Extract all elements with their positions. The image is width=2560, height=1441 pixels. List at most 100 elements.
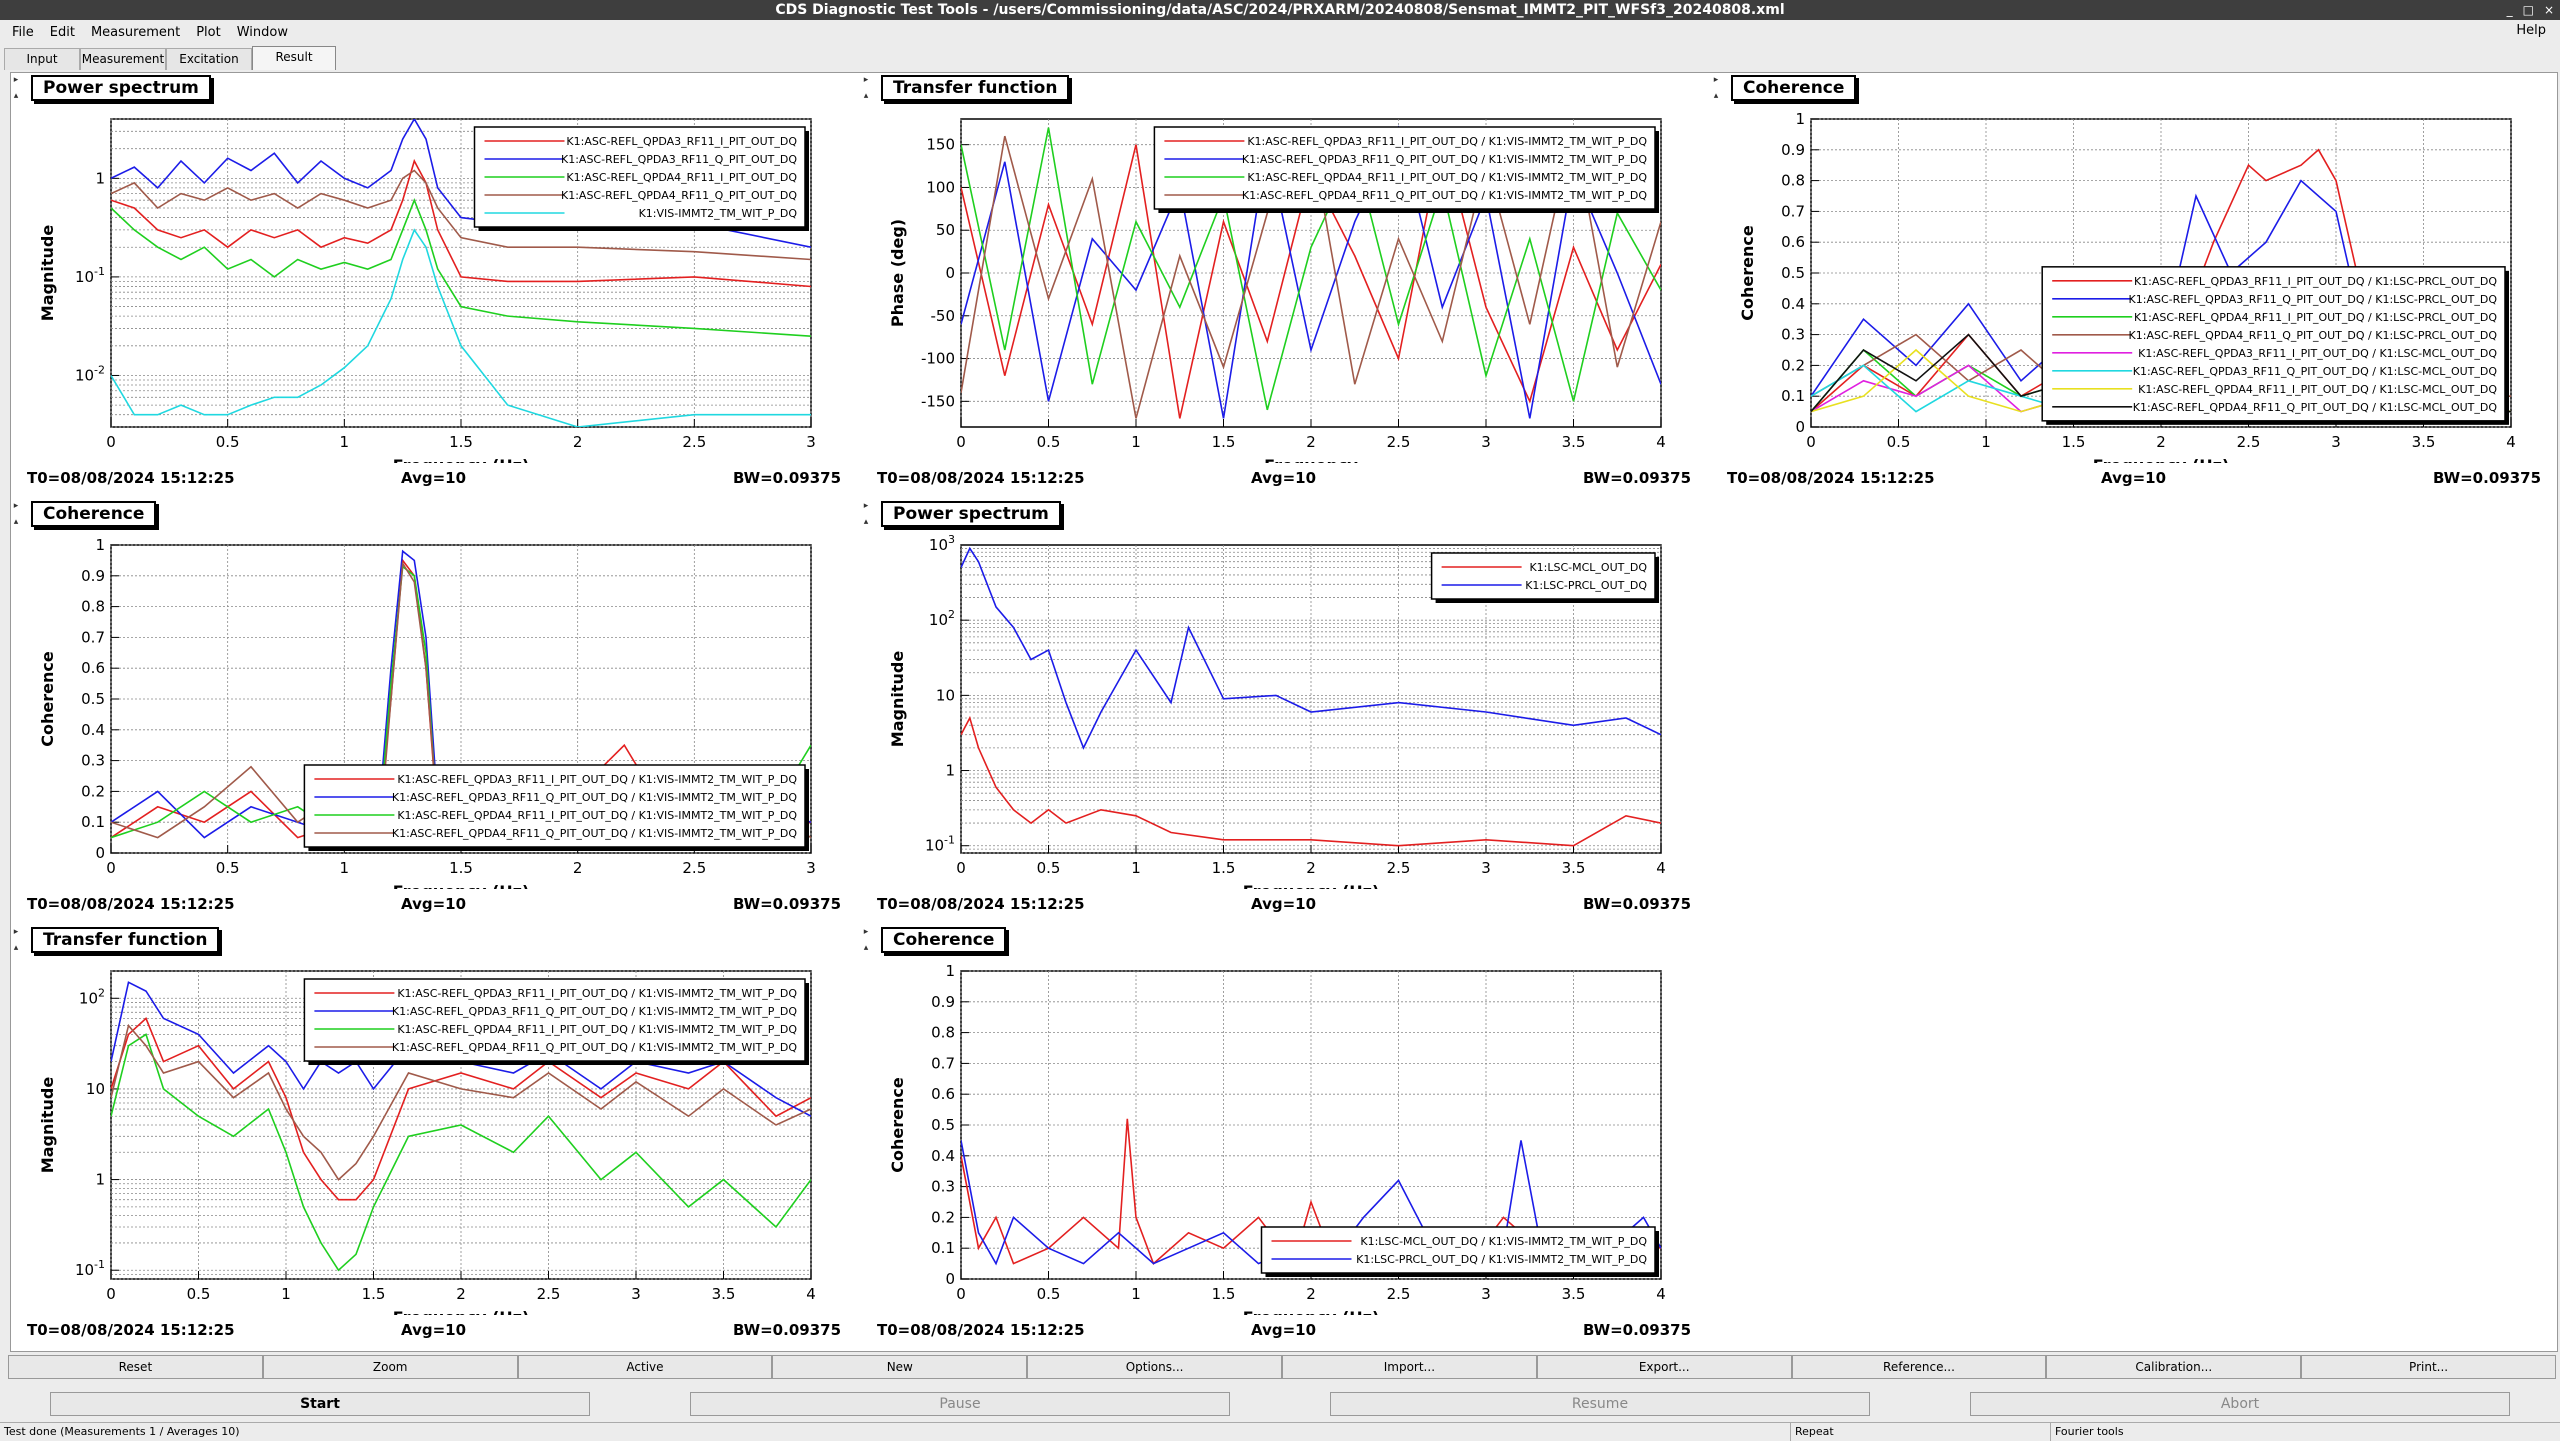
plot-panel-4[interactable]: ▸ ▴ Coherence 0 0.5 1 1.5 2 2.5 3 0 0.1 0.2 0.3 0.4 0.5… — [11, 499, 851, 919]
tab-measurement[interactable]: Measurement — [80, 48, 166, 70]
x-tick-label: 1.5 — [2062, 433, 2086, 451]
reference-button[interactable]: Reference... — [1791, 1355, 2047, 1379]
maximize-icon[interactable]: □ — [2522, 3, 2534, 17]
menu-window[interactable]: Window — [236, 24, 288, 40]
x-axis-label: Frequency — [1264, 456, 1358, 463]
chart-svg[interactable]: 0 0.5 1 1.5 2 2.5 3 3.5 4 -150 -100 -50 0 50 100 150 Fre… — [861, 73, 1701, 463]
expand-panel-icon[interactable]: ▸ — [863, 75, 869, 85]
legend-entry: K1:ASC-REFL_QPDA4_RF11_I_PIT_OUT_DQ / K1… — [397, 1023, 797, 1036]
expand-panel-icon[interactable]: ▸ — [13, 501, 19, 511]
legend[interactable]: K1:ASC-REFL_QPDA3_RF11_I_PIT_OUT_DQ / K1… — [2041, 266, 2509, 425]
close-icon[interactable]: × — [2543, 3, 2554, 17]
tab-excitation[interactable]: Excitation — [166, 48, 252, 70]
x-tick-label: 3 — [1481, 859, 1491, 877]
averages: Avg=10 — [2101, 469, 2167, 487]
expand-panel-icon[interactable]: ▸ — [863, 927, 869, 937]
legend-entry: K1:VIS-IMMT2_TM_WIT_P_DQ — [639, 207, 798, 220]
legend[interactable]: K1:ASC-REFL_QPDA3_RF11_I_PIT_OUT_DQ / K1… — [1153, 126, 1659, 213]
expand-panel-icon[interactable]: ▸ — [13, 75, 19, 85]
plot-panel-2[interactable]: ▸ ▴ Transfer function 0 0.5 1 1.5 2 2.5 3 3.5 4 -150… — [861, 73, 1701, 493]
plot-panel-5[interactable]: ▸ ▴ Power spectrum 0 0.5 1 1.5 2 2.5 3 3.5 4 10-1 1 10… — [861, 499, 1701, 919]
start-button[interactable]: Start — [50, 1392, 590, 1416]
chart-svg[interactable]: 0 0.5 1 1.5 2 2.5 3 3.5 4 0 0.1 0.2 0.3 0.4 0.5 0.6 0.7 0… — [861, 925, 1701, 1315]
abort-button[interactable]: Abort — [1970, 1392, 2510, 1416]
x-axis-label: Frequency (Hz) — [393, 1308, 530, 1315]
print-button[interactable]: Print... — [2301, 1355, 2556, 1379]
y-tick-label: 0.7 — [1781, 202, 1805, 220]
panel-options-icon[interactable]: ▴ — [863, 91, 869, 101]
legend-entry: K1:ASC-REFL_QPDA4_RF11_Q_PIT_OUT_DQ / K1… — [1242, 189, 1647, 202]
panel-options-icon[interactable]: ▴ — [13, 517, 19, 527]
chart-svg[interactable]: 0 0.5 1 1.5 2 2.5 3 3.5 4 10-1 1 10 102 103 Frequency … — [861, 499, 1701, 889]
series-line-5 — [111, 228, 811, 427]
series-line-2 — [961, 546, 1661, 750]
averages: Avg=10 — [1251, 1321, 1317, 1339]
panel-footer: T0=08/08/2024 15:12:25 Avg=10 BW=0.09375 — [861, 469, 1701, 487]
expand-panel-icon[interactable]: ▸ — [13, 927, 19, 937]
averages: Avg=10 — [401, 1321, 467, 1339]
start-time: T0=08/08/2024 15:12:25 — [27, 895, 235, 913]
x-tick-label: 3 — [1481, 433, 1491, 451]
bandwidth: BW=0.09375 — [1582, 469, 1691, 487]
menu-edit[interactable]: Edit — [49, 24, 75, 40]
menu-plot[interactable]: Plot — [196, 24, 221, 40]
pause-button[interactable]: Pause — [690, 1392, 1230, 1416]
expand-panel-icon[interactable]: ▸ — [863, 501, 869, 511]
zoom-button[interactable]: Zoom — [262, 1355, 518, 1379]
panel-title: Transfer function — [881, 75, 1070, 101]
active-button[interactable]: Active — [517, 1355, 773, 1379]
plot-panel-3[interactable]: ▸ ▴ Coherence 0 0.5 1 1.5 2 2.5 3 3.5 4 0 0.1 0.2 0.3 0.… — [1711, 73, 2551, 493]
bandwidth: BW=0.09375 — [2432, 469, 2541, 487]
reset-button[interactable]: Reset — [8, 1355, 263, 1379]
legend[interactable]: K1:ASC-REFL_QPDA3_RF11_I_PIT_OUT_DQ K1:AS… — [473, 126, 810, 231]
options-button[interactable]: Options... — [1027, 1355, 1282, 1379]
legend[interactable]: K1:ASC-REFL_QPDA3_RF11_I_PIT_OUT_DQ / K1… — [303, 764, 809, 851]
panel-options-icon[interactable]: ▴ — [863, 517, 869, 527]
legend-entry: K1:ASC-REFL_QPDA4_RF11_I_PIT_OUT_DQ / K1… — [2134, 311, 2497, 324]
x-tick-label: 2 — [456, 1285, 466, 1303]
plot-panel-1[interactable]: ▸ ▴ Power spectrum 0 0.5 1 1.5 2 2.5 3 10-2 10-1 1 Fr… — [11, 73, 851, 493]
chart-svg[interactable]: 0 0.5 1 1.5 2 2.5 3 10-2 10-1 1 Frequency (Hz) Magn… — [11, 73, 851, 463]
x-tick-label: 4 — [806, 1285, 816, 1303]
legend-entry: K1:ASC-REFL_QPDA3_RF11_I_PIT_OUT_DQ / K1… — [397, 773, 797, 786]
tab-input[interactable]: Input — [4, 48, 80, 70]
menu-help[interactable]: Help — [2516, 23, 2546, 38]
y-tick-label: 10-1 — [75, 1258, 105, 1279]
tab-result[interactable]: Result — [252, 46, 336, 70]
x-tick-label: 2.5 — [2237, 433, 2261, 451]
legend-entry: K1:ASC-REFL_QPDA3_RF11_I_PIT_OUT_DQ / K1… — [2138, 347, 2497, 360]
plot-panel-6[interactable]: ▸ ▴ Transfer function 0 0.5 1 1.5 2 2.5 3 3.5 4 10-1… — [11, 925, 851, 1345]
menu-measurement[interactable]: Measurement — [90, 24, 181, 40]
resume-button[interactable]: Resume — [1330, 1392, 1870, 1416]
chart-svg[interactable]: 0 0.5 1 1.5 2 2.5 3 3.5 4 10-1 1 10 102 Frequency (Hz… — [11, 925, 851, 1315]
y-tick-label: 0.9 — [1781, 141, 1805, 159]
legend[interactable]: K1:LSC-MCL_OUT_DQ K1:LSC-PRCL_OUT_DQ — [1430, 552, 1659, 603]
panel-footer: T0=08/08/2024 15:12:25 Avg=10 BW=0.09375 — [861, 1321, 1701, 1339]
y-tick-label: -100 — [921, 350, 955, 368]
panel-options-icon[interactable]: ▴ — [13, 91, 19, 101]
legend-entry: K1:ASC-REFL_QPDA3_RF11_Q_PIT_OUT_DQ / K1… — [2133, 365, 2498, 378]
panel-options-icon[interactable]: ▴ — [863, 943, 869, 953]
panel-options-icon[interactable]: ▴ — [13, 943, 19, 953]
menu-file[interactable]: File — [12, 24, 34, 40]
export-button[interactable]: Export... — [1536, 1355, 1792, 1379]
chart-svg[interactable]: 0 0.5 1 1.5 2 2.5 3 3.5 4 0 0.1 0.2 0.3 0.4 0.5 0.6 0.7 0… — [1711, 73, 2551, 463]
legend[interactable]: K1:ASC-REFL_QPDA3_RF11_I_PIT_OUT_DQ / K1… — [303, 978, 809, 1065]
legend-entry: K1:ASC-REFL_QPDA4_RF11_I_PIT_OUT_DQ / K1… — [2138, 383, 2497, 396]
x-tick-label: 0.5 — [1037, 859, 1061, 877]
chart-svg[interactable]: 0 0.5 1 1.5 2 2.5 3 0 0.1 0.2 0.3 0.4 0.5 0.6 0.7 0.8 0.… — [11, 499, 851, 889]
window-title: CDS Diagnostic Test Tools - /users/Commi… — [775, 2, 1785, 18]
panel-options-icon[interactable]: ▴ — [1713, 91, 1719, 101]
x-tick-label: 4 — [2506, 433, 2516, 451]
calibration-button[interactable]: Calibration... — [2046, 1355, 2302, 1379]
plot-panel-7[interactable]: ▸ ▴ Coherence 0 0.5 1 1.5 2 2.5 3 3.5 4 0 0.1 0.2 0.3 0.… — [861, 925, 1701, 1345]
new-button[interactable]: New — [772, 1355, 1028, 1379]
legend[interactable]: K1:LSC-MCL_OUT_DQ / K1:VIS-IMMT2_TM_WIT_… — [1260, 1226, 1660, 1277]
import-button[interactable]: Import... — [1281, 1355, 1537, 1379]
y-tick-label: 1 — [95, 169, 105, 187]
y-tick-label: 10 — [936, 686, 955, 704]
panel-footer: T0=08/08/2024 15:12:25 Avg=10 BW=0.09375 — [11, 895, 851, 913]
minimize-icon[interactable]: _ — [2506, 3, 2513, 17]
expand-panel-icon[interactable]: ▸ — [1713, 75, 1719, 85]
x-tick-label: 2.5 — [537, 1285, 561, 1303]
